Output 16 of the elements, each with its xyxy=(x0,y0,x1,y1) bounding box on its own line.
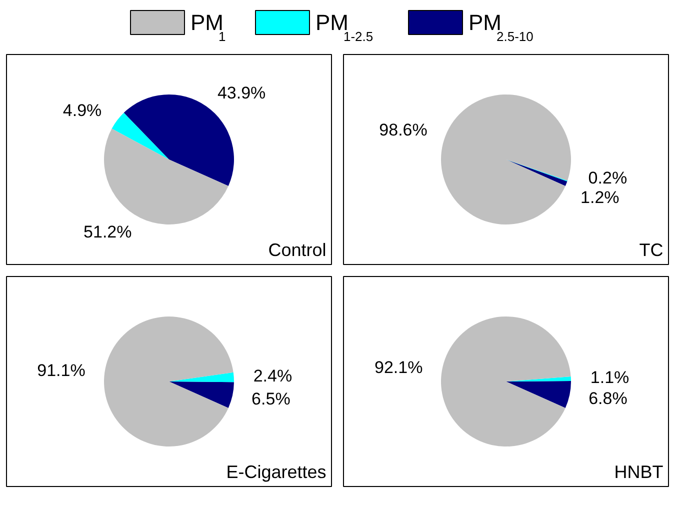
data-label: 1.1% xyxy=(590,368,630,387)
data-label: 4.9% xyxy=(62,101,102,120)
data-label: 92.1% xyxy=(374,358,423,378)
data-label: 91.1% xyxy=(37,360,86,380)
data-label: 0.2% xyxy=(588,168,628,188)
text: E-Cigarettes xyxy=(226,462,326,482)
data-label: 1.2% xyxy=(580,188,620,208)
text: TC xyxy=(639,240,664,260)
data-label: 6.8% xyxy=(588,389,628,408)
data-label: 2.4% xyxy=(253,366,292,386)
text: HNBT xyxy=(614,462,664,482)
data-label: 51.2% xyxy=(84,222,132,242)
text: Control xyxy=(268,240,326,260)
data-label: 43.9% xyxy=(217,84,266,103)
data-label: 6.5% xyxy=(252,389,290,408)
data-label: 98.6% xyxy=(379,120,428,140)
